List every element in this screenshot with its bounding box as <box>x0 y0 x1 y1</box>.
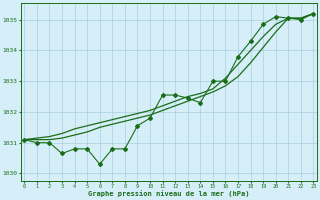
X-axis label: Graphe pression niveau de la mer (hPa): Graphe pression niveau de la mer (hPa) <box>88 190 250 197</box>
